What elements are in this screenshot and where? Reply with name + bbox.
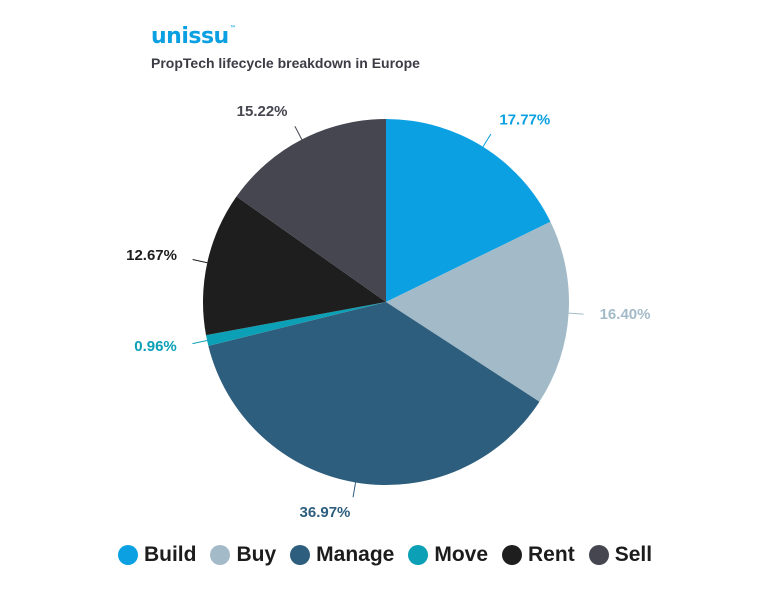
legend-item-manage: Manage bbox=[290, 543, 394, 567]
legend-item-sell: Sell bbox=[588, 543, 653, 567]
pie-slice-rent bbox=[203, 196, 386, 336]
pie-slice-sell bbox=[236, 119, 386, 302]
leader-line-manage bbox=[352, 482, 357, 498]
leader-line-sell bbox=[294, 125, 303, 140]
leader-line-buy bbox=[568, 312, 584, 315]
chart-subtitle: PropTech lifecycle breakdown in Europe bbox=[151, 55, 420, 71]
chart-legend: Build Buy Manage Move Rent Sell bbox=[0, 543, 770, 567]
legend-label-rent: Rent bbox=[528, 543, 575, 566]
slice-label-sell: 15.22% bbox=[237, 103, 288, 120]
pie-slice-buy bbox=[386, 221, 570, 402]
legend-item-build: Build bbox=[117, 543, 197, 567]
legend-item-move: Move bbox=[408, 543, 488, 567]
slice-label-buy: 16.40% bbox=[600, 306, 651, 323]
leader-line-move bbox=[192, 340, 208, 345]
legend-item-rent: Rent bbox=[502, 543, 575, 567]
slice-label-move: 0.96% bbox=[134, 338, 177, 355]
legend-item-buy: Buy bbox=[210, 543, 276, 567]
slice-label-build: 17.77% bbox=[499, 111, 550, 128]
legend-swatch-rent bbox=[502, 545, 523, 565]
legend-swatch-manage bbox=[290, 545, 311, 565]
leader-line-build bbox=[482, 133, 492, 148]
legend-label-move: Move bbox=[434, 543, 489, 566]
legend-label-sell: Sell bbox=[614, 543, 653, 566]
legend-swatch-buy bbox=[210, 545, 231, 565]
legend-swatch-build bbox=[117, 545, 138, 565]
legend-swatch-sell bbox=[588, 545, 609, 565]
legend-swatch-move bbox=[408, 545, 429, 565]
pie-slice-build bbox=[386, 119, 551, 302]
pie-slice-move bbox=[206, 302, 386, 346]
legend-label-manage: Manage bbox=[316, 543, 395, 566]
slice-label-rent: 12.67% bbox=[126, 247, 177, 264]
logo-trademark: ™ bbox=[229, 25, 236, 32]
pie-slice-manage bbox=[208, 302, 540, 485]
legend-label-build: Build bbox=[143, 543, 197, 566]
logo-wordmark: unissu bbox=[151, 24, 229, 49]
leader-line-rent bbox=[192, 259, 208, 264]
legend-label-buy: Buy bbox=[236, 543, 277, 566]
slice-label-manage: 36.97% bbox=[300, 504, 351, 521]
unissu-logo: unissu™ bbox=[151, 24, 236, 49]
